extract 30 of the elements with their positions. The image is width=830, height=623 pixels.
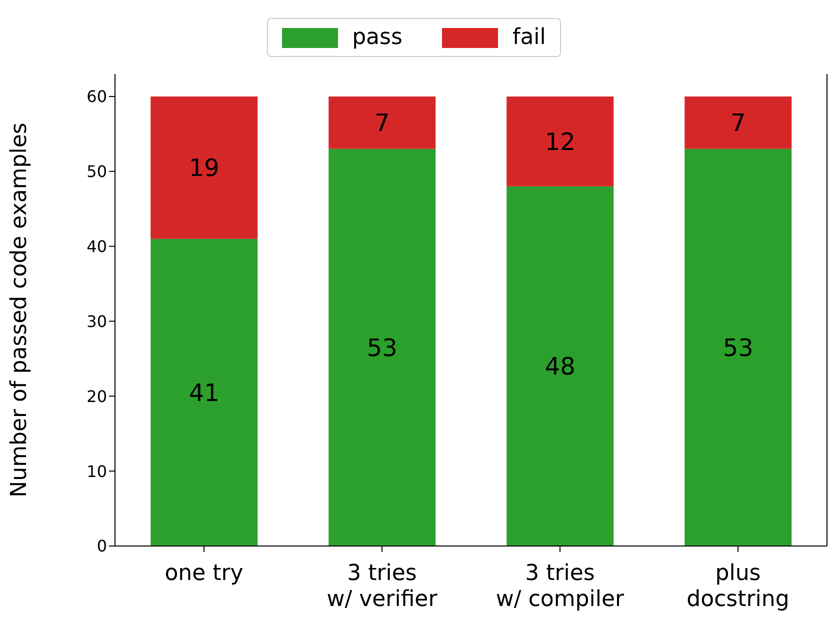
y-tick-label: 40 [86, 236, 107, 256]
data-label: 48 [544, 352, 576, 381]
bar [684, 148, 792, 546]
bar [150, 238, 258, 546]
legend-label: pass [352, 25, 402, 50]
y-axis-title: Number of passed code examples [6, 122, 32, 498]
y-tick-label: 10 [86, 462, 107, 481]
x-tick-label: one try [164, 561, 244, 586]
bar [506, 96, 614, 186]
y-tick-label: 30 [86, 312, 107, 331]
data-label: 53 [722, 334, 754, 362]
data-label: 53 [366, 334, 398, 362]
y-tick-label: 60 [86, 87, 107, 106]
y-tick-label: 0 [96, 536, 107, 556]
data-label: 7 [374, 109, 390, 138]
data-label: 41 [188, 378, 220, 407]
x-tick-label: 3 tries w/ compiler [496, 561, 626, 612]
x-tick-label: plus docstring [686, 561, 790, 612]
legend-label: fail [512, 25, 546, 50]
data-label: 7 [730, 109, 746, 138]
data-label: 12 [544, 128, 576, 156]
bar [328, 96, 436, 149]
bar [150, 96, 258, 239]
y-tick-label: 20 [86, 386, 107, 406]
bar [684, 96, 792, 149]
data-label: 19 [188, 154, 220, 182]
y-tick-label: 50 [86, 162, 107, 182]
bar [328, 148, 436, 546]
x-tick-label: 3 tries w/ verifier [326, 561, 438, 612]
bar [506, 186, 614, 546]
